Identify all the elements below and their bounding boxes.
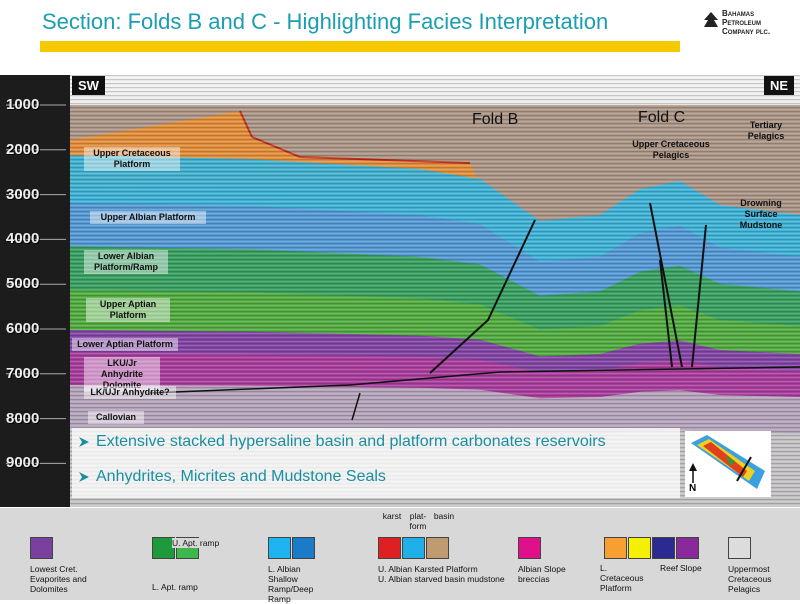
fold-label: Fold C xyxy=(638,109,686,126)
legend: Lowest Cret. Evaporites and Dolomites U. … xyxy=(0,508,800,604)
legend-swatch xyxy=(292,537,315,559)
facies-label: Tertiary Pelagics xyxy=(747,120,785,141)
logo-mark xyxy=(704,12,718,27)
legend-swatch xyxy=(30,537,53,559)
legend-swatch xyxy=(604,537,627,559)
logo: Bahamas Petroleum Company plc. xyxy=(722,9,770,36)
facies-label: Lower Albian Platform/Ramp xyxy=(84,250,168,274)
slide-title: Section: Folds B and C - Highlighting Fa… xyxy=(42,9,609,34)
legend-label: Albian Slope breccias xyxy=(518,564,566,584)
legend-swatch xyxy=(152,537,175,559)
depth-label: 2000 xyxy=(6,140,40,158)
depth-label: 5000 xyxy=(6,275,40,293)
detachment xyxy=(149,366,800,394)
facies-label: Upper Cretaceous Pelagics xyxy=(632,139,710,160)
legend-label: L. Cretaceous Platform xyxy=(600,563,644,593)
facies-label: Upper Albian Platform xyxy=(90,211,206,224)
legend-label: U. Albian starved basin mudstone xyxy=(378,574,505,584)
bullet-text: Extensive stacked hypersaline basin and … xyxy=(96,433,606,450)
logo-line: Petroleum xyxy=(722,18,762,27)
depth-label: 3000 xyxy=(6,185,40,203)
legend-label: L. Apt. ramp xyxy=(152,582,198,592)
faults xyxy=(149,202,800,421)
depth-label: 9000 xyxy=(6,454,40,472)
depth-label: 7000 xyxy=(6,364,40,382)
inset-map-graphic xyxy=(689,435,765,489)
legend-swatch xyxy=(628,537,651,559)
depth-label: 4000 xyxy=(6,230,40,248)
depth-label: 6000 xyxy=(6,320,40,337)
direction-label: NE xyxy=(764,76,795,95)
logo-line: Bahamas xyxy=(722,9,755,18)
facies-label: LKU/Jr Anhydrite Dolomite xyxy=(84,357,160,392)
fault xyxy=(351,392,361,421)
fault xyxy=(659,259,673,368)
inset-map: N xyxy=(685,431,771,497)
legend-label: Slope xyxy=(680,563,702,573)
legend-label: Reef xyxy=(660,563,678,573)
legend-swatch xyxy=(426,537,449,559)
fault xyxy=(649,202,683,368)
legend-swatch xyxy=(652,537,675,559)
legend-label: Uppermost Cretaceous Pelagics xyxy=(728,564,772,594)
facies-label: Lower Aptian Platform xyxy=(72,338,178,351)
legend-top-label: karst xyxy=(382,511,402,521)
legend-label: Lowest Cret. Evaporites and Dolomites xyxy=(30,564,87,594)
fold-label: Fold B xyxy=(472,111,519,128)
legend-swatch xyxy=(402,537,425,559)
bullet-marker xyxy=(79,472,89,482)
legend-label: U. Albian Karsted Platform xyxy=(378,564,478,574)
legend-swatch xyxy=(728,537,751,559)
facies-label: Upper Aptian Platform xyxy=(86,298,170,322)
facies-label: Callovian xyxy=(88,411,144,424)
bullet-marker xyxy=(79,437,89,447)
direction-label: SW xyxy=(72,76,105,95)
depth-label: 8000 xyxy=(6,409,40,427)
legend-swatch xyxy=(676,537,699,559)
logo-line: Company plc. xyxy=(722,27,771,36)
facies-label: Drowning Surface Mudstone xyxy=(739,198,783,230)
facies-label: Upper Cretaceous Platform xyxy=(84,147,180,171)
fault xyxy=(429,219,536,374)
depth-ticks xyxy=(6,104,66,464)
title-underline xyxy=(40,41,680,52)
legend-top-label: plat-form xyxy=(409,511,427,531)
bullet-text: Anhydrites, Micrites and Mudstone Seals xyxy=(96,468,386,485)
legend-swatch xyxy=(268,537,291,559)
legend-top-label: basin xyxy=(433,511,455,521)
legend-swatch xyxy=(518,537,541,559)
legend-swatch xyxy=(378,537,401,559)
bullet-box: Extensive stacked hypersaline basin and … xyxy=(72,428,680,498)
legend-label: L. Albian Shallow Ramp/Deep Ramp xyxy=(268,564,314,604)
depth-scale xyxy=(0,75,70,507)
north-label: N xyxy=(689,483,697,494)
facies-label: LK/UJr Anhydrite? xyxy=(84,386,176,399)
legend-label: U. Apt. ramp xyxy=(172,538,232,548)
depth-label: 1000 xyxy=(6,96,40,113)
fault xyxy=(691,224,707,368)
